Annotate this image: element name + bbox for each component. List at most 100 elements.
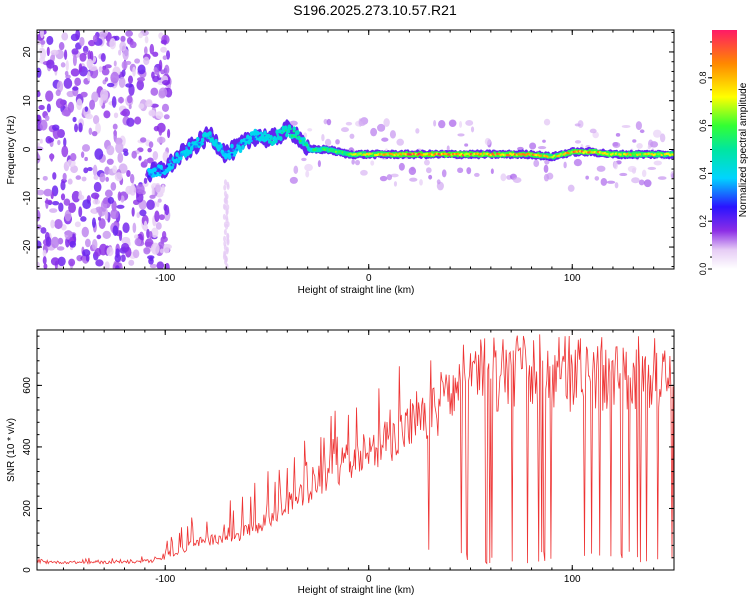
ridge-core — [149, 173, 152, 176]
noise-blob — [126, 94, 133, 104]
snr-panel: -100 0 100 0 200 400 600 Height of straight li… — [6, 329, 675, 596]
noise-blob — [84, 156, 88, 162]
noise-blob — [55, 89, 61, 97]
noise-blob — [146, 199, 155, 211]
noise-blob — [158, 126, 163, 136]
noise-blob — [470, 126, 475, 133]
noise-blob — [46, 59, 55, 69]
heatmap-ridge — [146, 119, 674, 183]
noise-blob — [78, 206, 83, 218]
noise-blob — [621, 124, 631, 129]
noise-blob — [102, 230, 111, 239]
noise-blob — [118, 49, 122, 56]
noise-blob — [150, 242, 160, 255]
noise-blob — [132, 249, 140, 259]
noise-blob — [134, 238, 142, 246]
noise-blob — [464, 143, 469, 147]
ridge-core — [189, 143, 193, 146]
noise-blob — [436, 179, 441, 185]
ridge-core — [181, 153, 185, 156]
noise-blob — [89, 99, 96, 110]
ridge-core — [227, 149, 231, 153]
noise-blob — [423, 159, 430, 166]
noise-blob — [131, 207, 135, 217]
ridge-core — [178, 154, 182, 157]
ridge-core — [232, 149, 235, 152]
ridge-core — [185, 146, 188, 149]
noise-blob — [81, 176, 87, 182]
noise-blob — [143, 247, 151, 255]
noise-blob — [500, 173, 507, 182]
snr-y-tick-label: 200 — [22, 500, 33, 517]
noise-blob — [619, 172, 628, 177]
noise-blob — [85, 113, 93, 120]
noise-blob — [490, 168, 494, 175]
noise-blob — [573, 158, 583, 167]
noise-blob — [657, 176, 667, 180]
noise-blob — [158, 87, 168, 98]
ridge-core — [168, 159, 172, 162]
noise-blob — [144, 238, 154, 249]
noise-blob — [223, 184, 227, 191]
ridge-core — [287, 130, 291, 134]
noise-blob — [386, 174, 393, 181]
noise-blob — [113, 35, 120, 41]
noise-blob — [62, 172, 67, 181]
noise-blob — [117, 152, 124, 164]
noise-blob — [74, 221, 81, 228]
noise-blob — [87, 166, 93, 172]
noise-blob — [110, 208, 119, 220]
noise-blob — [125, 185, 133, 195]
noise-blob — [354, 159, 361, 166]
ridge-core — [277, 136, 281, 140]
ridge-core — [204, 133, 208, 137]
noise-blob — [37, 261, 40, 269]
heatmap-noise-blobs — [37, 30, 674, 269]
noise-blob — [93, 181, 102, 193]
ridge-core — [152, 167, 156, 171]
noise-blob — [106, 246, 114, 257]
ridge-core — [157, 168, 161, 171]
ridge-body — [285, 132, 289, 138]
noise-blob — [117, 191, 122, 201]
noise-blob — [289, 120, 298, 126]
noise-blob — [459, 120, 463, 128]
ridge-core — [159, 171, 162, 175]
noise-blob — [37, 114, 42, 125]
ridge-core — [233, 150, 237, 154]
heatmap-x-label: Height of straight line (km) — [298, 285, 415, 296]
noise-blob — [104, 209, 109, 221]
noise-blob — [161, 184, 166, 194]
noise-blob — [72, 116, 77, 123]
noise-blob — [37, 209, 41, 222]
noise-blob — [370, 160, 375, 166]
noise-blob — [157, 198, 162, 203]
ridge-core — [222, 152, 226, 155]
noise-blob — [574, 140, 582, 144]
noise-blob — [80, 151, 85, 159]
noise-blob — [75, 30, 81, 40]
noise-blob — [56, 246, 65, 251]
noise-blob — [659, 133, 666, 143]
noise-blob — [226, 237, 230, 244]
noise-blob — [146, 228, 150, 239]
noise-blob — [129, 41, 137, 49]
noise-blob — [45, 236, 52, 247]
noise-blob — [78, 190, 83, 200]
noise-blob — [104, 64, 112, 69]
noise-blob — [159, 248, 164, 254]
ridge-core — [292, 130, 296, 133]
noise-blob — [161, 103, 170, 112]
noise-blob — [137, 64, 146, 75]
ridge-core — [217, 142, 221, 145]
noise-blob — [42, 175, 48, 181]
noise-blob — [152, 150, 159, 161]
noise-blob — [40, 39, 46, 45]
noise-blob — [113, 60, 117, 67]
noise-blob — [38, 104, 45, 111]
noise-blob — [78, 63, 83, 73]
colorbar: 0.0 0.2 0.4 0.6 0.8 Normalized spectral ampl… — [698, 30, 749, 275]
noise-blob — [426, 167, 432, 174]
noise-blob — [91, 130, 98, 137]
noise-blob — [43, 188, 53, 197]
